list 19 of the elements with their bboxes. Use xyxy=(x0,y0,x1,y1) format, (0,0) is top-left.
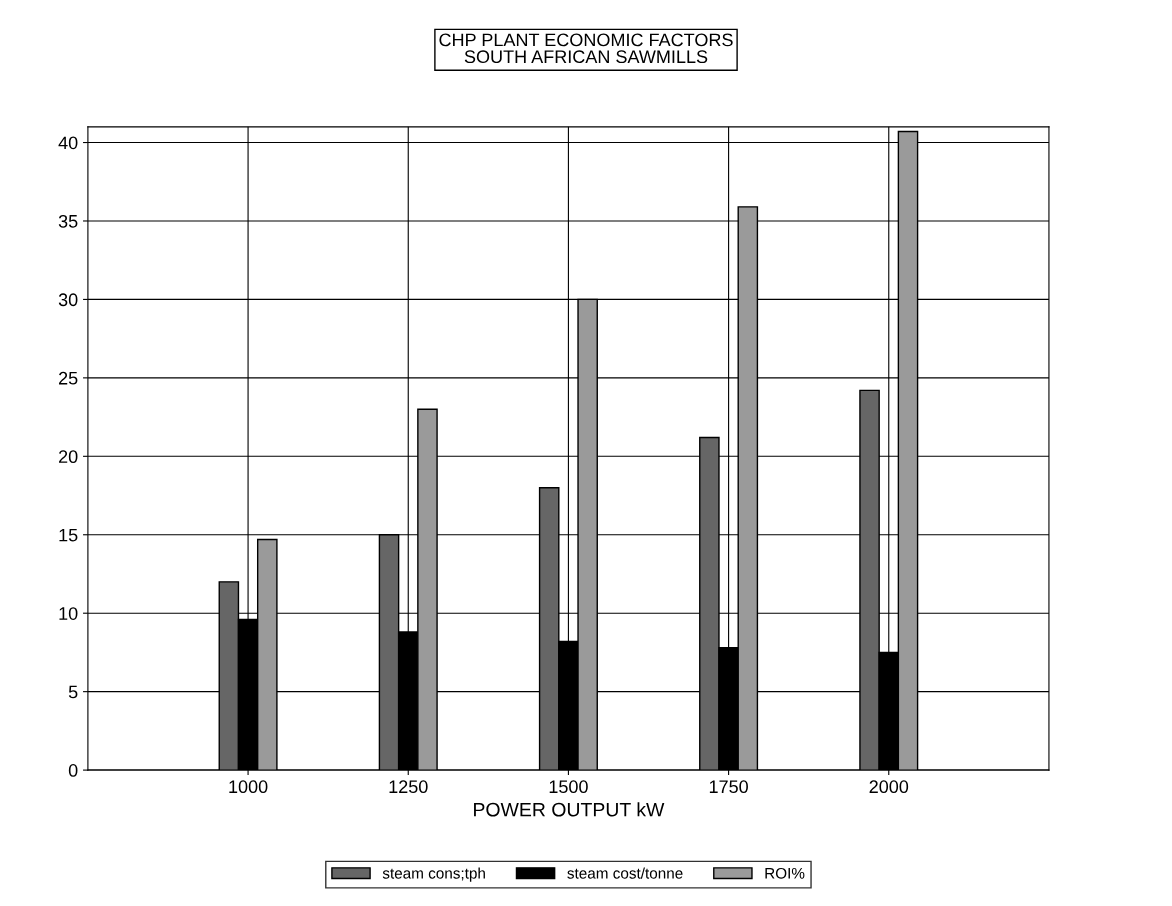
y-tick-label: 40 xyxy=(58,136,78,150)
x-tick-label: 1500 xyxy=(549,780,588,794)
chart-title: CHP PLANT ECONOMIC FACTORS SOUTH AFRICAN SAWMILLS xyxy=(439,33,733,64)
legend-label: ROI% xyxy=(765,867,805,879)
y-tick-label: 0 xyxy=(68,764,78,777)
y-tick-label: 35 xyxy=(58,214,78,228)
legend-label: steam cost/tonne xyxy=(567,867,683,879)
x-axis-title: POWER OUTPUT kW xyxy=(474,802,665,817)
y-tick-label: 5 xyxy=(68,685,78,699)
legend-label: steam cons;tph xyxy=(382,867,485,882)
y-tick-label: 30 xyxy=(58,293,78,307)
x-tick-label: 1250 xyxy=(389,780,428,794)
x-tick-label: 1750 xyxy=(709,780,748,794)
y-tick-label: 10 xyxy=(59,607,78,620)
x-tick-label: 2000 xyxy=(869,780,909,794)
y-tick-label: 15 xyxy=(59,528,78,542)
x-tick-label: 1000 xyxy=(229,780,268,794)
y-tick-label: 20 xyxy=(59,450,78,464)
y-tick-label: 25 xyxy=(59,371,78,385)
